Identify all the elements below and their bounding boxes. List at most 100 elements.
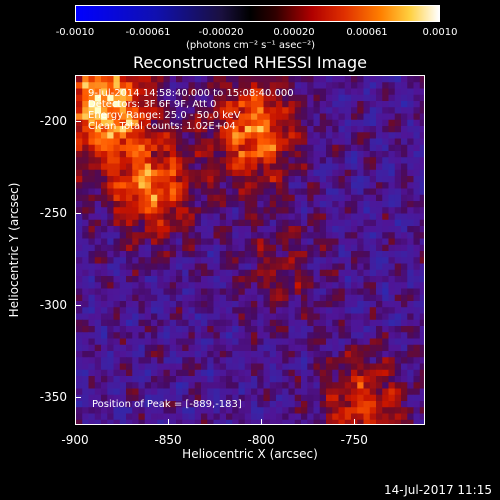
heatmap-cell [238,394,246,402]
heatmap-cell [151,157,158,165]
heatmap-cell [101,288,108,296]
heatmap-cell [407,288,415,296]
heatmap-cell [257,244,265,252]
heatmap-cell [332,363,340,371]
heatmap-cell [344,407,352,415]
heatmap-cell [376,282,383,290]
heatmap-cell [301,226,308,233]
heatmap-cell [169,201,177,208]
heatmap-cell [144,119,152,127]
heatmap-cell [126,88,133,96]
heatmap-cell [244,263,252,271]
heatmap-cell [188,276,196,283]
heatmap-cell [269,257,277,265]
heatmap-cell [338,282,346,290]
heatmap-cell [238,76,246,83]
heatmap-cell [182,332,190,340]
heatmap-cell [351,294,358,302]
heatmap-cell [307,107,315,115]
heatmap-cell [301,113,308,121]
heatmap-cell [119,369,127,377]
heatmap-cell [213,282,221,290]
heatmap-cell [351,188,358,196]
heatmap-cell [144,113,152,121]
heatmap-cell [407,382,415,390]
heatmap-cell [369,94,377,102]
heatmap-cell [263,119,271,127]
heatmap-cell [269,357,277,365]
heatmap-cell [263,107,271,115]
heatmap-cell [357,276,365,283]
heatmap-cell [226,257,233,265]
heatmap-cell [357,238,365,246]
heatmap-cell [319,163,327,171]
heatmap-cell [182,238,190,246]
heatmap-cell [126,394,133,402]
heatmap-cell [226,276,233,283]
heatmap-cell [301,332,308,340]
heatmap-cell [407,138,415,146]
heatmap-cell [301,88,308,96]
heatmap-cell [351,138,358,146]
heatmap-cell [363,344,371,352]
heatmap-cell [163,157,171,165]
heatmap-cell [201,119,208,127]
heatmap-cell [82,144,90,152]
heatmap-cell [119,169,127,177]
heatmap-cell [351,357,358,365]
heatmap-cell [251,144,258,152]
heatmap-cell [157,263,165,271]
heatmap-cell [357,201,365,208]
heatmap-cell [326,144,333,152]
heatmap-cell [94,76,102,83]
heatmap-cell [257,401,265,408]
heatmap-cell [238,351,246,358]
heatmap-cell [188,369,196,377]
heatmap-cell [413,82,421,90]
heatmap-cell [207,201,215,208]
heatmap-cell [344,244,352,252]
heatmap-cell [369,376,377,383]
heatmap-cell [238,244,246,252]
heatmap-cell [94,288,102,296]
heatmap-cell [363,376,371,383]
heatmap-cell [201,363,208,371]
heatmap-cell [369,132,377,140]
annotation-detectors: Detectors: 3F 6F 9F, Att 0 [88,99,217,110]
heatmap-cell [207,232,215,240]
heatmap-cell [301,194,308,202]
x-tick-label: -800 [247,433,275,447]
heatmap-cell [269,369,277,377]
heatmap-cell [401,76,408,83]
heatmap-cell [351,388,358,396]
heatmap-cell [151,94,158,102]
heatmap-cell [144,244,152,252]
heatmap-cell [301,238,308,246]
heatmap-cell [82,301,90,308]
heatmap-cell [269,313,277,321]
heatmap-cell [282,251,290,258]
heatmap-cell [338,338,346,346]
heatmap-cell [394,313,402,321]
heatmap-cell [163,388,171,396]
heatmap-cell [76,326,83,333]
heatmap-cell [319,394,327,402]
heatmap-cell [232,207,240,215]
heatmap-cell [344,276,352,283]
heatmap-cell [369,163,377,171]
heatmap-cell [263,357,271,365]
heatmap-cell [113,388,121,396]
heatmap-cell [376,276,383,283]
heatmap-cell [151,357,158,365]
heatmap-cell [169,288,177,296]
heatmap-cell [76,319,83,327]
heatmap-cell [344,394,352,402]
heatmap-cell [344,376,352,383]
heatmap-cell [226,107,233,115]
heatmap-cell [76,151,83,158]
heatmap-cell [163,357,171,365]
heatmap-cell [344,313,352,321]
heatmap-cell [363,132,371,140]
heatmap-cell [307,182,315,190]
heatmap-cell [388,257,396,265]
